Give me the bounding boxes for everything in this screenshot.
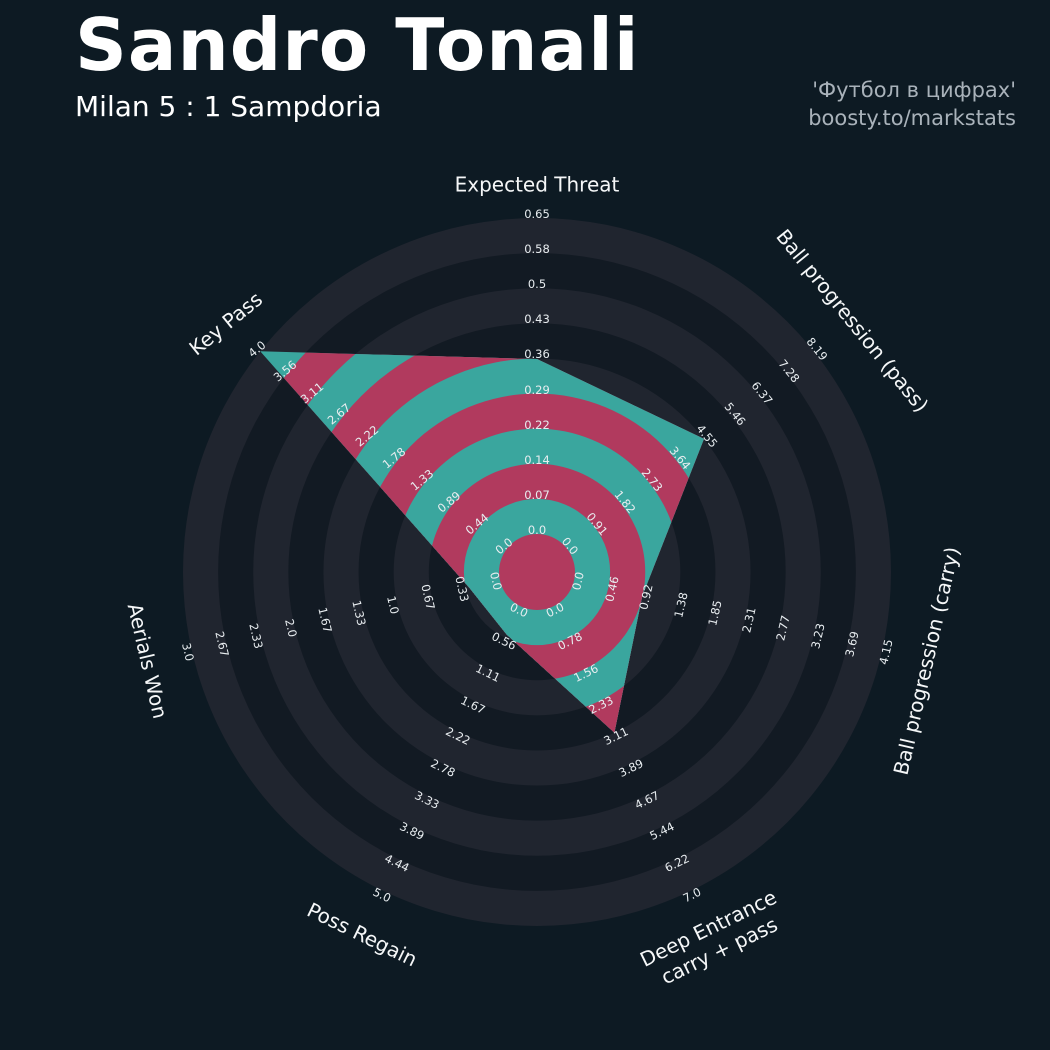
header: Sandro Tonali Milan 5 : 1 Sampdoria bbox=[75, 3, 640, 123]
match-score-subtitle: Milan 5 : 1 Sampdoria bbox=[75, 89, 382, 123]
credits: 'Футбол в цифрах' boosty.to/markstats bbox=[808, 76, 1016, 132]
credit-brand-text: 'Футбол в цифрах' bbox=[812, 78, 1016, 102]
page-title: Sandro Tonali bbox=[75, 3, 640, 87]
credit-url-text: boosty.to/markstats bbox=[808, 106, 1016, 130]
